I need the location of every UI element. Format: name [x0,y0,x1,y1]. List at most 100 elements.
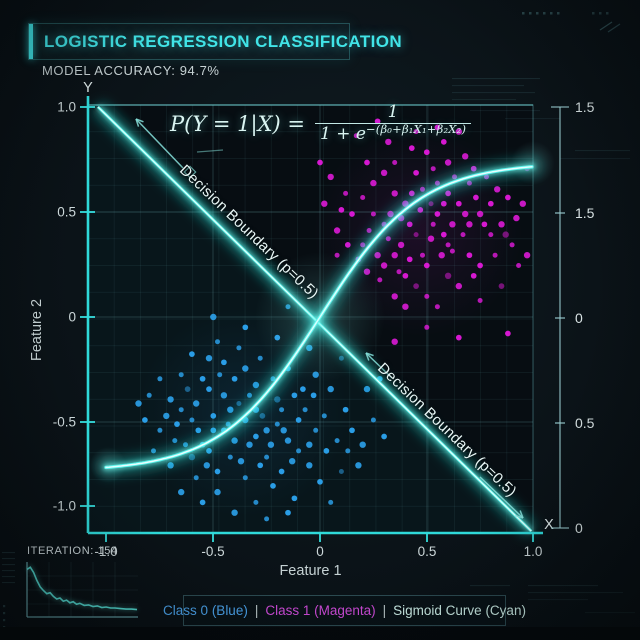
scatter-point [215,339,220,345]
scatter-point [455,128,462,135]
scatter-point [380,262,388,269]
y-axis-end-label: Y [83,80,93,96]
tick-label: -1.0 [94,544,117,559]
scatter-point [146,392,152,398]
scatter-point [460,232,466,238]
scatter-point [466,221,473,228]
scatter-point [246,441,253,448]
scatter-point [253,499,259,505]
scatter-point [481,221,488,228]
scatter-point [199,375,206,382]
tick-label: 0 [575,310,583,326]
model-accuracy-label: MODEL ACCURACY: 94.7% [42,63,220,78]
tick-label: 0.5 [418,544,437,559]
scatter-point [505,330,511,337]
scatter-point [214,468,221,475]
scatter-point [227,454,233,460]
scatter-point [193,400,200,407]
tick-labels: 1.0 0.5 0 -0.5 -1.0 -1.0 -0.5 0 0.5 1.0 Y X [53,80,554,559]
scatter-point [402,272,409,279]
scatter-point [391,252,398,259]
scatter-point [498,283,505,289]
scatter-point [406,221,413,228]
scatter-point [289,458,296,465]
logistic-formula: P(Y = 1|X) = 1 1 + e−(β₀+β₁X₁+β₂X₂) [170,102,472,144]
scatter-point [280,427,287,434]
scatter-point [402,303,409,310]
scatter-point [498,221,505,228]
scatter-point [242,475,248,481]
scatter-point [178,372,184,378]
scatter-point [274,421,280,427]
scatter-point [306,441,313,448]
scatter-point [391,190,398,197]
scatter-point [184,386,191,392]
y-axis-title: Feature 2 [29,298,45,362]
scatter-point [264,516,270,522]
scatter-point [476,210,484,218]
scatter-point [434,124,441,131]
loss-mini-chart [25,562,138,618]
scatter-point [205,355,213,362]
scatter-point [428,201,434,207]
scatter-point [430,166,436,172]
scatter-point [206,386,212,392]
scatter-point [523,252,531,259]
scatter-point [178,407,184,413]
scatter-point [333,227,341,234]
scatter-point [263,427,270,434]
scatter-point [349,427,355,434]
formula-numerator: 1 [387,102,399,122]
scatter-point [344,242,351,248]
scatter-point [473,194,479,201]
scatter-point [434,211,441,217]
scatter-point [178,488,185,496]
scatter-point [252,381,260,389]
tick-label: 1.0 [524,544,543,559]
scatter-point [306,462,313,469]
scatter-point [391,338,398,345]
formula-lhs: P(Y = 1|X) = [170,111,305,136]
legend-class0: Class 0 (Blue) [163,603,248,618]
scatter-point [360,195,366,200]
scatter-point [157,427,163,433]
scatter-point [172,438,178,444]
scatter-point [455,282,462,290]
scatter-point [406,256,413,263]
scatter-point [494,186,501,193]
scatter-point [203,462,210,469]
tick-label: 0.5 [57,205,76,220]
scatter-point [267,441,275,448]
scatter-point [513,214,520,222]
formula-fraction: 1 1 + e−(β₀+β₁X₁+β₂X₂) [314,102,472,144]
scatter-point [327,385,334,393]
scatter-point [477,262,483,269]
scatter-point [366,228,372,233]
scatter-point [434,304,440,310]
scatter-point [300,386,306,392]
scatter-point [449,248,455,254]
scatter-point [502,231,509,238]
axes [80,96,543,542]
scatter-point [440,231,447,238]
scatter-point [338,207,345,213]
scatter-point [413,169,419,176]
scatter-point [295,417,302,423]
scatter-point [302,407,308,413]
tick-label: 0 [68,310,76,325]
scatter-point [488,232,494,238]
scatter-point [455,200,462,207]
scatter-point [296,448,302,454]
scatter-point [345,448,351,454]
scatter-point [157,376,163,382]
scatter-point [195,427,202,434]
scatter-point [444,159,452,166]
formula-exponent: −(β₀+β₁X₁+β₂X₂) [365,121,467,136]
scatter-point [257,355,263,361]
scatter-point [430,221,436,227]
scatter-point [227,406,234,413]
scatter-point [334,438,340,444]
legend-separator: | [254,603,259,618]
scatter-point [163,412,170,420]
scatter-point [385,138,392,146]
